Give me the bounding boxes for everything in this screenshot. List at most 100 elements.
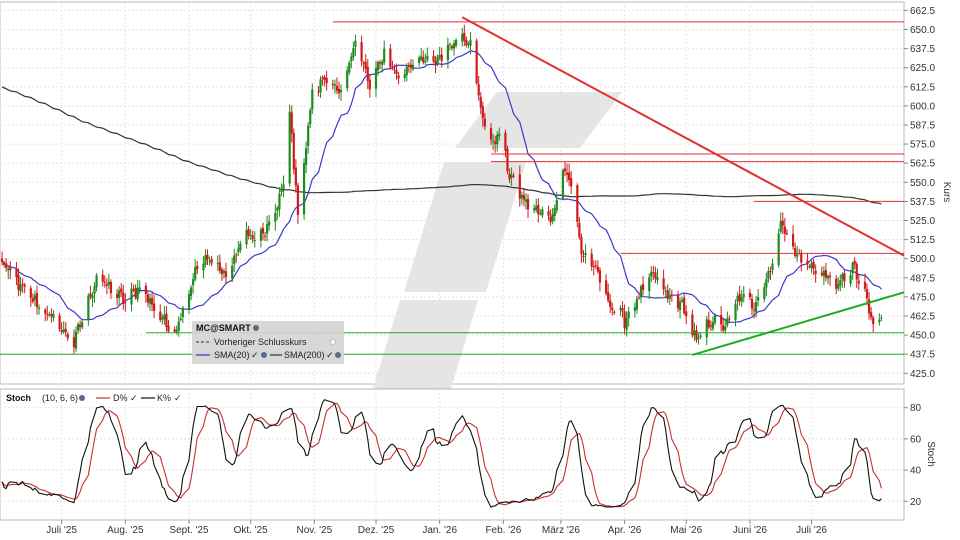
- candle-body: [448, 44, 452, 46]
- settings-icon[interactable]: [79, 395, 85, 401]
- candle: [553, 204, 556, 222]
- support-trend-line: [692, 291, 905, 356]
- candle: [736, 292, 739, 311]
- toggle-icon[interactable]: [330, 339, 336, 345]
- candle: [549, 209, 552, 226]
- candle-body: [187, 294, 191, 310]
- candle-body: [305, 148, 308, 165]
- candle-body: [23, 284, 26, 287]
- candle: [278, 187, 281, 217]
- candle-body: [520, 194, 523, 199]
- candle-body: [376, 61, 380, 71]
- candle: [697, 332, 700, 345]
- candle: [374, 60, 378, 97]
- candle-body: [144, 285, 147, 294]
- check-icon[interactable]: ✓: [130, 393, 138, 403]
- price-tick-label: 562.5: [910, 159, 935, 170]
- candle-body: [91, 295, 94, 299]
- candle: [570, 170, 573, 195]
- legend-symbol: MC@SMART: [196, 323, 251, 333]
- candle-body: [360, 42, 363, 62]
- candle-body: [152, 303, 156, 311]
- check-icon[interactable]: ✓: [174, 393, 182, 403]
- candle: [475, 38, 478, 86]
- candle-body: [580, 237, 583, 255]
- candle: [547, 205, 550, 221]
- check-icon[interactable]: ✓: [326, 350, 334, 360]
- candle-body: [685, 311, 688, 317]
- candle-body: [405, 66, 408, 76]
- candle: [378, 60, 382, 70]
- candle: [713, 313, 717, 326]
- candle: [74, 326, 78, 352]
- candle: [196, 261, 199, 275]
- legend-prev-close: Vorheriger Schlusskurs: [214, 337, 307, 347]
- legend-sma20: SMA(20): [214, 350, 250, 360]
- candle: [633, 302, 636, 318]
- candle-body: [785, 233, 788, 235]
- candle-body: [276, 207, 279, 211]
- candle-body: [265, 224, 269, 234]
- candle: [376, 60, 380, 76]
- candle: [565, 163, 569, 183]
- candle: [187, 289, 191, 314]
- settings-icon[interactable]: [261, 352, 267, 358]
- candle: [448, 42, 452, 51]
- candle: [670, 289, 673, 302]
- candle: [91, 291, 94, 308]
- candle-body: [814, 270, 817, 275]
- candle: [748, 288, 752, 300]
- candle-body: [633, 307, 636, 311]
- sma200-line: [1, 86, 882, 205]
- candle: [539, 208, 542, 216]
- candle-body: [623, 311, 626, 328]
- candle: [134, 284, 137, 300]
- candle-body: [771, 263, 774, 270]
- candle-body: [95, 275, 98, 288]
- candle-body: [849, 275, 852, 284]
- time-tick-label: Mai '26: [670, 525, 702, 536]
- sma200-path: [1, 86, 882, 205]
- candle-body: [452, 43, 456, 49]
- check-icon[interactable]: ✓: [251, 350, 259, 360]
- candle-body: [568, 172, 571, 180]
- candle: [576, 183, 579, 228]
- candle: [839, 274, 842, 292]
- candle: [210, 255, 213, 267]
- candle-body: [576, 185, 579, 222]
- candle: [771, 258, 774, 275]
- candle: [418, 55, 421, 67]
- time-tick-label: Juni '26: [733, 525, 768, 536]
- candle: [247, 225, 250, 240]
- candle-body: [175, 330, 178, 333]
- candle: [95, 273, 98, 292]
- candle: [348, 60, 351, 75]
- candle-body: [15, 268, 18, 278]
- candle-body: [508, 173, 511, 180]
- candle-body: [167, 325, 170, 332]
- candle: [506, 145, 509, 175]
- settings-icon[interactable]: [335, 352, 341, 358]
- candle: [432, 50, 435, 64]
- candle: [465, 36, 468, 48]
- candle: [251, 230, 254, 243]
- candle: [204, 249, 207, 268]
- stoch-d-line: [1, 402, 882, 508]
- candle: [21, 278, 24, 293]
- stoch-pane-frame: [0, 388, 905, 521]
- candle-body: [652, 272, 655, 274]
- candle: [405, 62, 408, 82]
- candle: [426, 47, 429, 63]
- candle: [29, 285, 32, 307]
- candle-body: [796, 254, 799, 257]
- candle: [319, 76, 322, 98]
- settings-icon[interactable]: [253, 325, 259, 331]
- candle: [58, 312, 61, 332]
- candle: [522, 187, 526, 207]
- candle-body: [389, 48, 392, 68]
- candle-body: [806, 260, 809, 265]
- candle-body: [555, 200, 558, 211]
- stoch-k-line: [1, 399, 882, 508]
- candle: [728, 315, 731, 323]
- candle: [750, 293, 754, 316]
